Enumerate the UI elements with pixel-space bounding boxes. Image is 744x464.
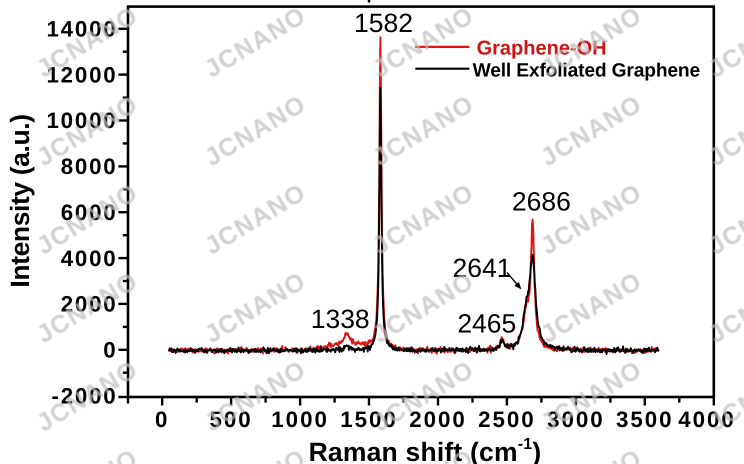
svg-text:4000: 4000 [61,246,118,271]
svg-text:10000: 10000 [46,108,117,133]
svg-text:500: 500 [209,407,252,432]
svg-text:2000: 2000 [409,407,467,432]
svg-text:1582: 1582 [354,8,413,38]
svg-text:Well Exfoliated Graphene: Well Exfoliated Graphene [473,60,701,81]
svg-text:14000: 14000 [46,17,117,42]
svg-text:3500: 3500 [616,407,674,432]
svg-text:2465: 2465 [457,309,516,339]
svg-text:3000: 3000 [547,407,605,432]
svg-text:12000: 12000 [46,62,117,87]
svg-text:8000: 8000 [61,154,118,179]
svg-text:4000: 4000 [678,407,736,432]
svg-text:2000: 2000 [61,292,118,317]
svg-text:Intensity (a.u.): Intensity (a.u.) [5,114,35,287]
svg-text:2500: 2500 [478,407,536,432]
svg-text:0: 0 [103,338,117,363]
svg-text:Raman shift (cm-1): Raman shift (cm-1) [309,436,542,464]
svg-text:Graphene-OH: Graphene-OH [477,37,607,59]
svg-text:2686: 2686 [512,187,571,217]
svg-text:2641: 2641 [453,253,512,283]
svg-text:1000: 1000 [271,407,329,432]
svg-text:0: 0 [155,407,169,432]
svg-text:6000: 6000 [61,200,118,225]
svg-text:1338: 1338 [311,304,370,334]
svg-text:-2000: -2000 [51,383,117,408]
svg-text:1500: 1500 [340,407,398,432]
